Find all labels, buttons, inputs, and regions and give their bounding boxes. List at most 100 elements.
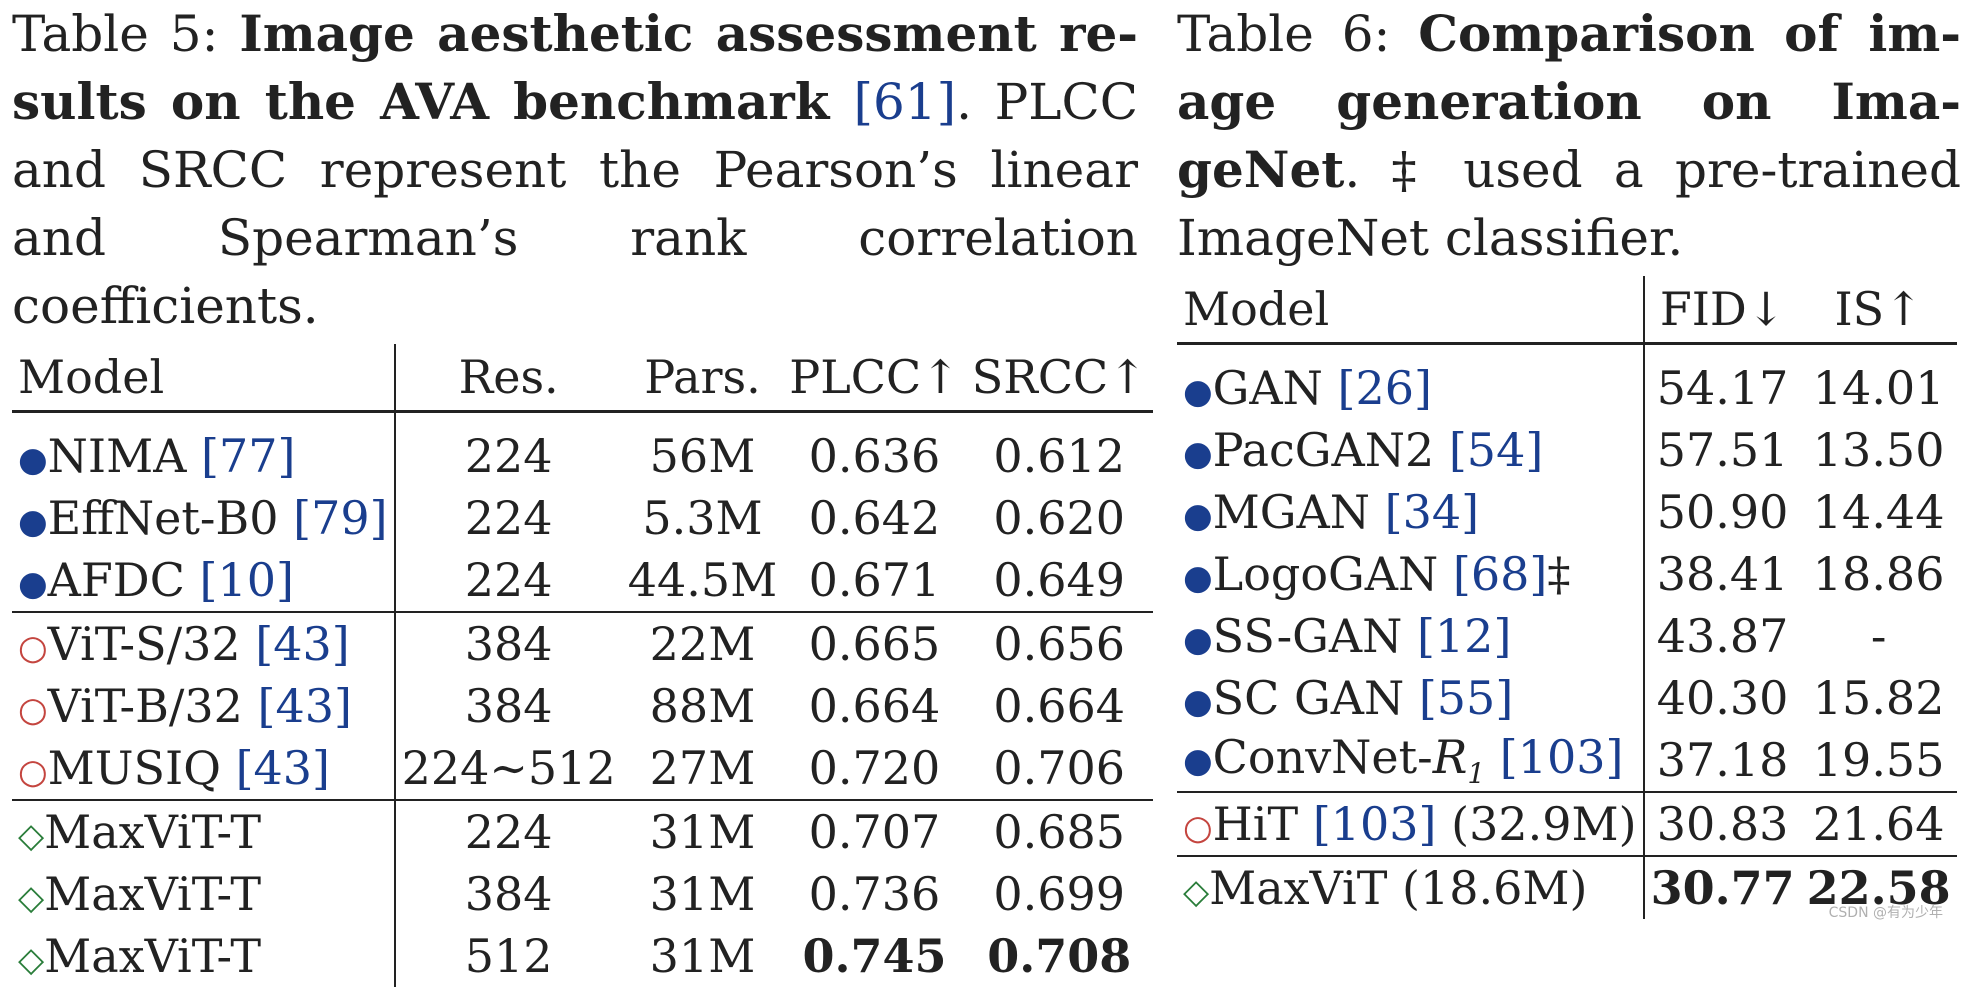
- citation-link[interactable]: [54]: [1448, 423, 1544, 477]
- model-name: AFDC: [47, 553, 200, 607]
- citation-link[interactable]: [43]: [257, 679, 352, 733]
- model-cell: ●EffNet-B0 [79]: [12, 487, 396, 549]
- model-name: MaxViT (18.6M): [1209, 861, 1588, 915]
- table-row: ◇MaxViT-T 224 31M 0.707 0.685: [12, 799, 1153, 863]
- table-row: ◇MaxViT-T 384 31M 0.736 0.699: [12, 863, 1153, 925]
- model-cell: ●ConvNet-R1 [103]: [1177, 729, 1645, 792]
- table-row: ●LogoGAN [68]‡ 38.41 18.86: [1177, 543, 1957, 605]
- citation-link[interactable]: [26]: [1337, 361, 1432, 415]
- pars-cell: 44.5M: [627, 553, 778, 607]
- table-row: ○MUSIQ [43] 224∼512 27M 0.720 0.706: [12, 737, 1153, 800]
- citation-link[interactable]: [34]: [1384, 485, 1480, 539]
- col-header: Model: [1177, 276, 1645, 345]
- srcc-cell: 0.708: [987, 929, 1132, 983]
- method-marker-icon: ◇: [18, 816, 45, 856]
- model-name: MGAN: [1212, 485, 1385, 539]
- fid-cell: 57.51: [1656, 423, 1789, 477]
- plcc-cell: 0.707: [783, 799, 966, 863]
- fid-cell: 30.83: [1643, 791, 1801, 856]
- method-marker-icon: ●: [1183, 682, 1213, 722]
- citation-link[interactable]: [43]: [255, 617, 350, 671]
- col-header: FID↓: [1643, 276, 1801, 345]
- model-name: MaxViT-T: [44, 805, 262, 859]
- model-cell: ●MGAN [34]: [1177, 481, 1645, 543]
- fid-cell: 38.41: [1656, 547, 1789, 601]
- table-row: ●ConvNet-R1 [103] 37.18 19.55: [1177, 729, 1957, 792]
- pars-cell: 88M: [649, 679, 756, 733]
- model-cell: ◇MaxViT-T: [12, 799, 396, 863]
- model-name: PacGAN2: [1212, 423, 1449, 477]
- model-cell: ○ViT-S/32 [43]: [12, 611, 396, 675]
- is-cell: 21.64: [1800, 791, 1957, 856]
- fid-cell: 54.17: [1656, 361, 1789, 415]
- model-cell: ◇MaxViT-T: [12, 925, 396, 987]
- is-cell: 14.44: [1812, 485, 1945, 539]
- model-cell: ●NIMA [77]: [12, 425, 396, 487]
- citation-link[interactable]: [79]: [293, 491, 388, 545]
- table-row: ●SC GAN [55] 40.30 15.82: [1177, 667, 1957, 729]
- is-cell: -: [1870, 609, 1887, 663]
- method-marker-icon: ●: [1183, 558, 1213, 598]
- table-row: ●SS-GAN [12] 43.87 -: [1177, 605, 1957, 667]
- model-name: ConvNet-: [1212, 729, 1433, 784]
- math-symbol: R1: [1432, 729, 1486, 791]
- pars-cell: 56M: [649, 429, 756, 483]
- citation-link[interactable]: [103]: [1499, 729, 1624, 784]
- table-row: ◇MaxViT (18.6M) 30.77 22.58: [1177, 855, 1957, 919]
- citation-link[interactable]: [10]: [199, 553, 294, 607]
- citation-link[interactable]: [77]: [201, 429, 296, 483]
- model-cell: ○MUSIQ [43]: [12, 737, 396, 800]
- res-cell: 224: [464, 553, 553, 607]
- table-row: ○ViT-B/32 [43] 384 88M 0.664 0.664: [12, 675, 1153, 737]
- method-marker-icon: ◇: [18, 940, 45, 980]
- model-cell: ●SS-GAN [12]: [1177, 605, 1645, 667]
- srcc-cell: 0.649: [993, 553, 1126, 607]
- model-name: SC GAN: [1212, 671, 1419, 725]
- model-cell: ●PacGAN2 [54]: [1177, 419, 1645, 481]
- method-marker-icon: ●: [1183, 496, 1213, 536]
- model-cell: ○ViT-B/32 [43]: [12, 675, 396, 737]
- pars-cell: 22M: [621, 611, 784, 675]
- res-cell: 384: [464, 679, 553, 733]
- table-row: ○ViT-S/32 [43] 384 22M 0.665 0.656: [12, 611, 1153, 675]
- method-marker-icon: ●: [1183, 620, 1213, 660]
- plcc-cell: 0.745: [802, 929, 947, 983]
- is-cell: 19.55: [1812, 733, 1945, 787]
- citation-link[interactable]: [68]: [1452, 547, 1548, 601]
- model-cell: ○HiT [103] (32.9M): [1177, 791, 1645, 856]
- model-name: MaxViT-T: [44, 929, 262, 983]
- model-name: HiT: [1212, 797, 1313, 851]
- plcc-cell: 0.636: [808, 429, 941, 483]
- col-header: SRCC↑: [965, 344, 1153, 413]
- res-cell: 384: [464, 867, 553, 921]
- is-cell: 18.86: [1812, 547, 1945, 601]
- is-cell: 13.50: [1812, 423, 1945, 477]
- model-suffix: ‡: [1547, 547, 1571, 601]
- pars-cell: 31M: [649, 929, 756, 983]
- citation-link[interactable]: [43]: [235, 741, 330, 795]
- col-header: IS↑: [1800, 276, 1957, 345]
- fid-cell: 37.18: [1656, 733, 1789, 787]
- table6-caption: Table 6: Comparison of im- age generatio…: [1177, 4, 1962, 267]
- citation-link[interactable]: [103]: [1312, 797, 1437, 851]
- citation-link[interactable]: [55]: [1418, 671, 1514, 725]
- res-cell: 512: [464, 929, 553, 983]
- fid-cell: 50.90: [1656, 485, 1789, 539]
- table5-block: Table 5: Image aesthetic assessment re- …: [12, 4, 1153, 987]
- table-row: ◇MaxViT-T 512 31M 0.745 0.708: [12, 925, 1153, 987]
- res-cell: 224∼512: [401, 741, 616, 795]
- model-cell: ●GAN [26]: [1177, 357, 1645, 419]
- plcc-cell: 0.736: [808, 867, 941, 921]
- plcc-cell: 0.642: [808, 491, 941, 545]
- fid-cell: 43.87: [1656, 609, 1789, 663]
- table-row: ●NIMA [77] 224 56M 0.636 0.612: [12, 425, 1153, 487]
- citation-link[interactable]: [12]: [1416, 609, 1512, 663]
- citation-link[interactable]: [61]: [853, 73, 957, 131]
- is-cell: 15.82: [1812, 671, 1945, 725]
- plcc-cell: 0.720: [808, 741, 941, 795]
- method-marker-icon: ●: [18, 502, 48, 542]
- model-suffix: (32.9M): [1436, 797, 1637, 851]
- method-marker-icon: ◇: [1183, 872, 1210, 912]
- method-marker-icon: ●: [1183, 740, 1213, 781]
- is-cell: 22.58: [1800, 855, 1957, 919]
